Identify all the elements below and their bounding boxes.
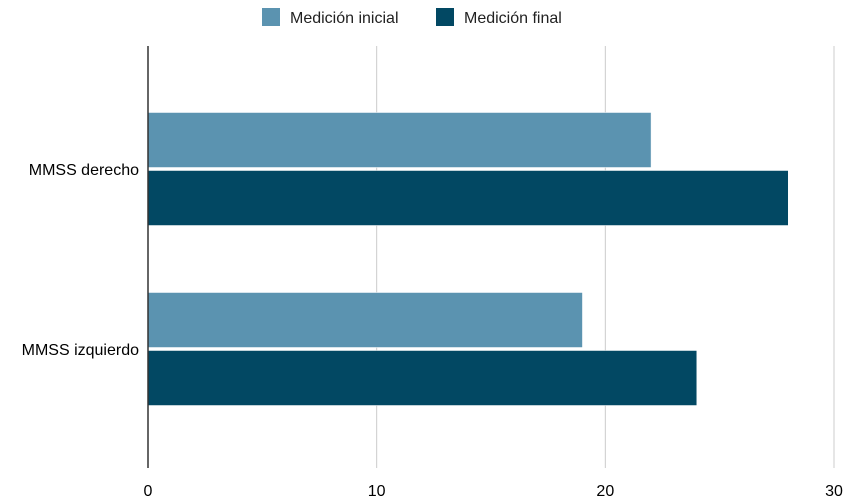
x-tick-label: 0 [144,483,153,500]
bar-final-0 [147,170,789,226]
legend-swatch [262,8,280,26]
bar-initial-1 [147,292,583,348]
x-tick-label: 30 [825,483,843,500]
legend: Medición inicial Medición final [262,8,562,27]
bar-final-1 [147,350,698,406]
x-tick-labels: 0 10 20 30 [144,483,843,500]
category-label: MMSS derecho [29,162,139,179]
x-tick-label: 20 [596,483,614,500]
category-labels: MMSS derecho MMSS izquierdo [22,162,139,359]
bar-initial-0 [147,112,652,168]
x-tick-label: 10 [368,483,386,500]
bars [147,112,789,406]
category-label: MMSS izquierdo [22,342,139,359]
legend-label: Medición inicial [290,10,399,27]
legend-swatch [436,8,454,26]
legend-label: Medición final [464,10,562,27]
